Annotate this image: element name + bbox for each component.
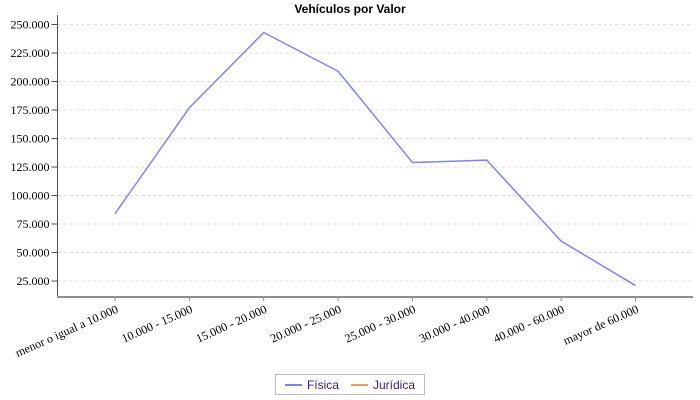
legend-item-juridica: Jurídica: [350, 377, 416, 392]
y-axis-tick-label: 25.000: [17, 274, 50, 288]
x-axis-tick-label: 10.000 - 15.000: [119, 302, 194, 346]
x-axis-tick-label: 15.000 - 20.000: [194, 302, 269, 346]
y-axis-tick-label: 250.000: [11, 18, 50, 32]
y-axis-tick-label: 75.000: [17, 217, 50, 231]
x-axis-tick-label: 25.000 - 30.000: [343, 302, 418, 346]
series-line-fisica: [114, 31, 636, 287]
fisica-line-swatch: [284, 383, 302, 386]
x-axis-tick-label: menor o igual a 10.000: [13, 302, 120, 360]
legend-label-juridica: Jurídica: [372, 377, 416, 392]
legend-item-fisica: Física: [284, 377, 339, 392]
legend-label-fisica: Física: [306, 377, 339, 392]
x-axis-tick-label: 40.000 - 60.000: [491, 302, 566, 346]
y-axis-tick-label: 125.000: [11, 160, 50, 174]
y-axis-tick-label: 100.000: [11, 189, 50, 203]
y-axis-tick-label: 225.000: [11, 46, 50, 60]
y-axis-tick-label: 175.000: [11, 103, 50, 117]
x-axis-tick-label: 30.000 - 40.000: [417, 302, 492, 346]
y-axis-tick-label: 200.000: [11, 75, 50, 89]
legend: Física Jurídica: [274, 374, 426, 395]
juridica-line-swatch: [350, 383, 368, 386]
chart-title: Vehículos por Valor: [294, 2, 406, 16]
y-axis-tick-label: 50.000: [17, 246, 50, 260]
x-axis-tick-label: mayor de 60.000: [561, 302, 641, 348]
x-axis-tick-label: 20.000 - 25.000: [268, 302, 343, 346]
y-axis-tick-label: 150.000: [11, 132, 50, 146]
